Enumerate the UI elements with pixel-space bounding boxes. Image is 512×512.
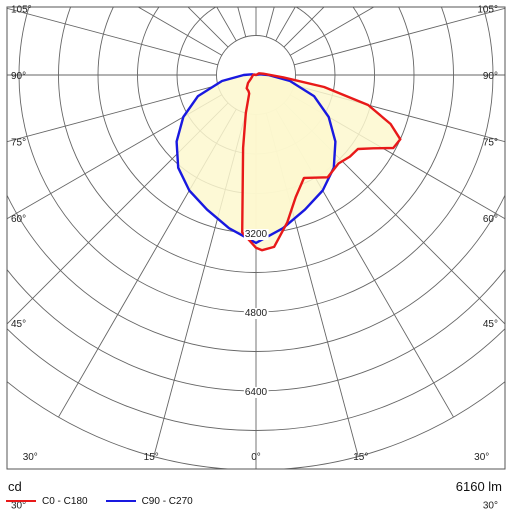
angle-label-left: 30° <box>11 501 26 512</box>
plot-border <box>6 6 506 470</box>
angle-label-bottom: 30° <box>23 452 38 463</box>
grid-spoke <box>7 94 223 220</box>
legend-label-c0-c180: C0 - C180 <box>42 495 88 507</box>
angle-label-right: 30° <box>483 501 498 512</box>
angle-label-bottom: 15° <box>144 452 159 463</box>
angle-label-left: 45° <box>11 319 26 330</box>
grid-spoke <box>7 7 218 66</box>
radial-tick-label: 4800 <box>245 308 268 319</box>
radial-tick-label-bg <box>243 308 269 319</box>
grid-spoke <box>289 7 375 56</box>
angle-label-right: 60° <box>483 214 498 225</box>
curves-layer <box>175 72 402 252</box>
grid-spoke <box>294 7 505 66</box>
angle-label-right: 75° <box>483 137 498 148</box>
angle-label-left: 75° <box>11 137 26 148</box>
legend-item-c0-c180: C0 - C180 <box>6 496 88 507</box>
legend: C0 - C180 C90 - C270 <box>6 494 211 508</box>
radial-tick-label: 6400 <box>245 387 268 398</box>
legend-item-c90-c270: C90 - C270 <box>105 495 193 507</box>
grid-spoke <box>137 7 223 56</box>
radial-tick-label-bg <box>243 387 269 398</box>
series-fill-0 <box>242 73 401 251</box>
grid-spoke <box>7 84 218 143</box>
legend-label-c90-c270: C90 - C270 <box>141 495 193 507</box>
angle-label-right: 45° <box>483 319 498 330</box>
series-line-0 <box>241 72 402 252</box>
angle-label-right: 90° <box>483 71 498 82</box>
radial-tick-label-bg <box>243 229 269 240</box>
angle-label-right: 105° <box>477 5 498 16</box>
angle-label-left: 90° <box>11 71 26 82</box>
angle-label-bottom: 15° <box>353 452 368 463</box>
tick-labels: 3200 4800 6400 105° 90° 75° 60° 45° 30° 105° 90° 75… <box>11 5 498 512</box>
legend-swatch-c90-c270 <box>105 500 136 502</box>
unit-label: cd <box>8 479 22 494</box>
angle-label-left: 60° <box>11 214 26 225</box>
angle-label-left: 105° <box>11 5 32 16</box>
radial-tick-label: 3200 <box>245 229 268 240</box>
angle-label-bottom: 0° <box>251 452 261 463</box>
legend-swatch-c0-c180 <box>6 500 36 502</box>
angle-label-bottom: 30° <box>474 452 489 463</box>
luminous-flux-label: 6160 lm <box>455 479 502 494</box>
